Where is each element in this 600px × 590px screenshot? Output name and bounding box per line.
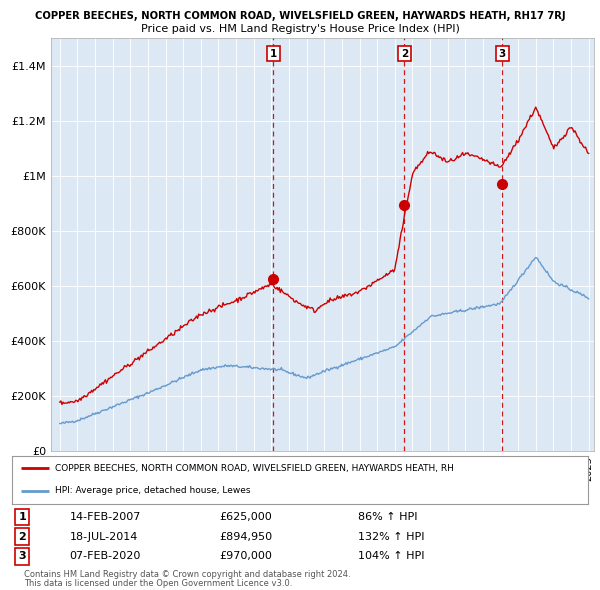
Text: £894,950: £894,950 — [220, 532, 272, 542]
Text: £625,000: £625,000 — [220, 512, 272, 522]
Text: 104% ↑ HPI: 104% ↑ HPI — [358, 552, 424, 562]
Text: Price paid vs. HM Land Registry's House Price Index (HPI): Price paid vs. HM Land Registry's House … — [140, 24, 460, 34]
Text: 07-FEB-2020: 07-FEB-2020 — [70, 552, 141, 562]
Text: Contains HM Land Registry data © Crown copyright and database right 2024.: Contains HM Land Registry data © Crown c… — [24, 570, 350, 579]
Text: 1: 1 — [19, 512, 26, 522]
Text: 2: 2 — [19, 532, 26, 542]
Text: COPPER BEECHES, NORTH COMMON ROAD, WIVELSFIELD GREEN, HAYWARDS HEATH, RH17 7RJ: COPPER BEECHES, NORTH COMMON ROAD, WIVEL… — [35, 11, 565, 21]
Text: 86% ↑ HPI: 86% ↑ HPI — [358, 512, 417, 522]
Text: 14-FEB-2007: 14-FEB-2007 — [70, 512, 141, 522]
Text: 1: 1 — [270, 48, 277, 58]
Text: This data is licensed under the Open Government Licence v3.0.: This data is licensed under the Open Gov… — [24, 579, 292, 588]
Text: 18-JUL-2014: 18-JUL-2014 — [70, 532, 138, 542]
Text: HPI: Average price, detached house, Lewes: HPI: Average price, detached house, Lewe… — [55, 486, 251, 496]
Text: 3: 3 — [19, 552, 26, 562]
Text: 2: 2 — [401, 48, 408, 58]
Text: £970,000: £970,000 — [220, 552, 272, 562]
Text: 3: 3 — [499, 48, 506, 58]
Text: COPPER BEECHES, NORTH COMMON ROAD, WIVELSFIELD GREEN, HAYWARDS HEATH, RH: COPPER BEECHES, NORTH COMMON ROAD, WIVEL… — [55, 464, 454, 473]
Text: 132% ↑ HPI: 132% ↑ HPI — [358, 532, 424, 542]
